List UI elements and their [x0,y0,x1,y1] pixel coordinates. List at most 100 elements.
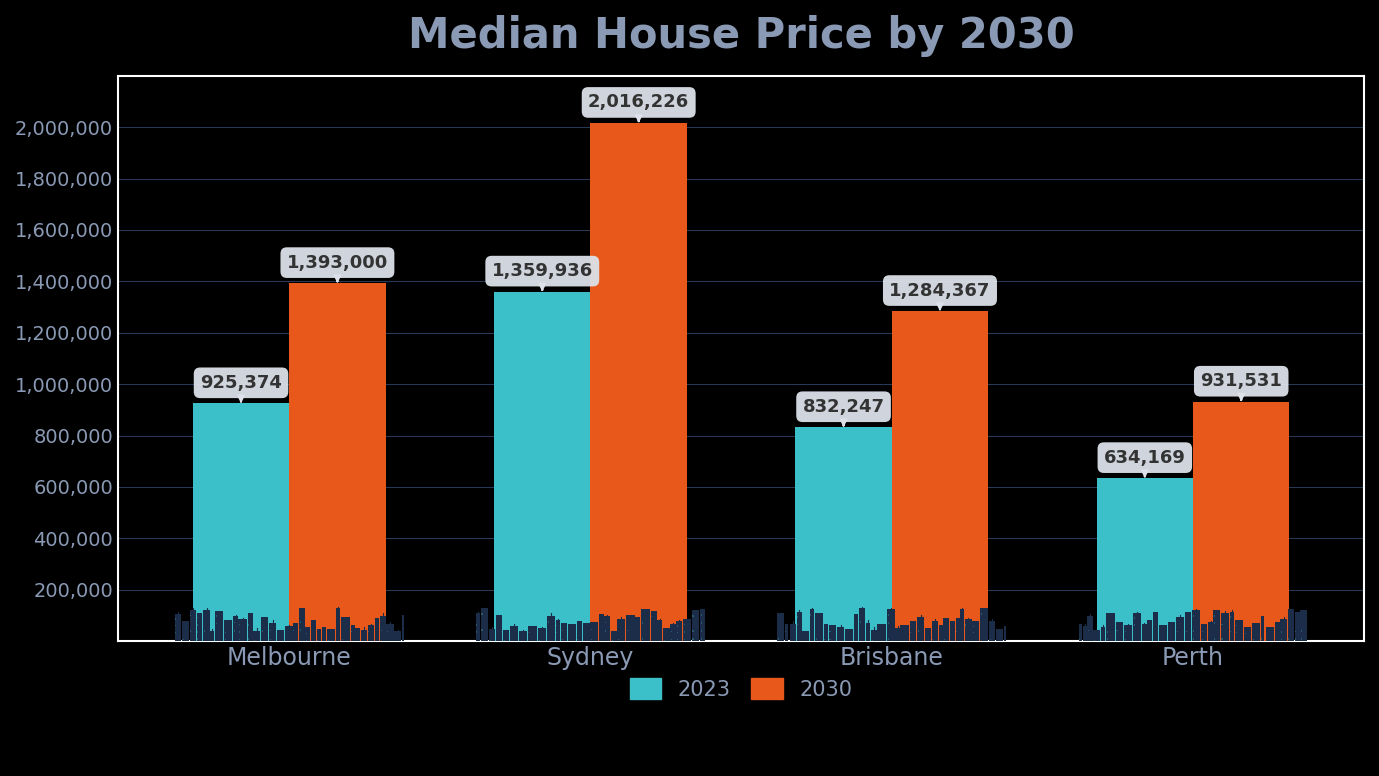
Bar [950,622,956,641]
Bar [1084,626,1087,641]
Text: 1,393,000: 1,393,000 [287,254,387,282]
Bar [386,625,393,641]
Bar [872,630,877,641]
Bar [1201,624,1207,641]
Bar [796,428,892,641]
Bar [917,617,924,641]
Bar [785,624,789,641]
Text: 1,284,367: 1,284,367 [889,282,990,310]
Bar [341,617,350,641]
Bar [960,608,964,641]
Bar [1300,610,1307,641]
Bar [368,625,374,641]
Bar [519,631,527,641]
Bar [1106,614,1114,641]
Bar [964,619,972,641]
Bar [598,614,604,641]
Bar [815,613,823,641]
Bar [604,616,611,641]
Bar [197,613,203,641]
Bar [1208,622,1212,641]
Bar [254,631,261,641]
Bar [892,311,989,641]
Bar [996,629,1003,641]
Bar [1236,620,1242,641]
Bar [900,625,909,641]
Bar [651,611,656,641]
Bar [203,609,210,641]
Bar [790,624,796,641]
Bar [956,618,960,641]
Bar [568,624,576,641]
Bar [582,622,590,641]
Bar [866,623,870,641]
Bar [1280,619,1287,641]
Bar [692,611,699,641]
Bar [190,610,196,641]
Bar [924,629,931,641]
Bar [350,625,354,641]
Bar [590,622,598,641]
Bar [509,626,519,641]
Bar [1244,627,1251,641]
Bar [528,625,536,641]
Bar [939,625,943,641]
Bar [317,629,321,641]
Bar [1158,625,1167,641]
Bar [1176,617,1185,641]
Text: 1,359,936: 1,359,936 [492,262,593,290]
Bar [233,616,237,641]
Bar [1220,612,1229,641]
Bar [1288,609,1295,641]
Bar [845,629,854,641]
Bar [476,613,480,641]
Bar [1276,622,1280,641]
Bar [1102,627,1106,641]
Bar [663,628,670,641]
Bar [611,631,616,641]
Bar [658,620,662,641]
Bar [361,629,367,641]
Bar [932,621,938,641]
Bar [778,613,783,641]
Bar [701,609,705,641]
Bar [503,629,509,641]
Bar [1132,613,1142,641]
Bar [895,628,900,641]
Bar [1124,625,1132,641]
Bar [248,613,252,641]
Bar [375,618,379,641]
Bar [943,618,949,641]
Bar [336,608,341,641]
Bar [403,615,404,641]
Bar [1260,616,1265,641]
Bar [215,611,223,641]
Legend: 2023, 2030: 2023, 2030 [619,667,863,710]
Bar [1193,611,1200,641]
Text: 634,169: 634,169 [1103,449,1186,476]
Bar [979,608,989,641]
Bar [1004,625,1007,641]
Bar [1214,611,1220,641]
Text: 2,016,226: 2,016,226 [587,93,690,121]
Bar [496,615,502,641]
Bar [1078,625,1083,641]
Bar [547,615,554,641]
Bar [321,626,327,641]
Bar [175,615,181,641]
Bar [989,621,994,641]
Bar [312,620,316,641]
Bar [1153,612,1158,641]
Bar [1230,612,1234,641]
Bar [670,624,676,641]
Bar [641,609,650,641]
Bar [854,614,858,641]
Bar [290,283,386,641]
Bar [1168,622,1175,641]
Bar [1147,621,1153,641]
Bar [261,617,268,641]
Bar [394,631,401,641]
Bar [972,621,979,641]
Bar [803,631,808,641]
Bar [556,620,560,641]
